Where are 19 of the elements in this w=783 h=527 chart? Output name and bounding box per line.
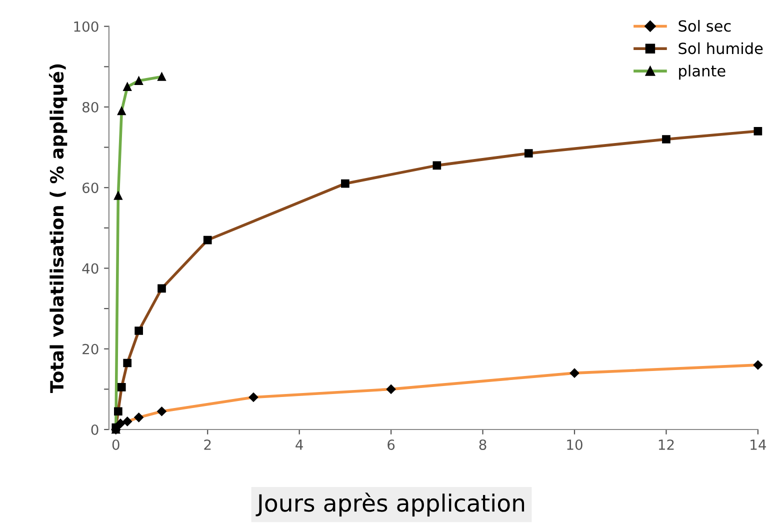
y-tick-label: 100 [74, 21, 98, 32]
legend-label: Sol sec [678, 20, 731, 32]
x-tick-label: 8 [479, 439, 486, 450]
x-tick-label: 12 [658, 439, 674, 450]
x-tick-label: 4 [296, 440, 303, 450]
x-tick-label: 10 [567, 439, 582, 450]
y-tick-label: 60 [82, 182, 98, 194]
y-tick-label: 0 [91, 424, 98, 435]
x-tick-label: 2 [204, 439, 211, 450]
y-axis-title: Total volatilisation ( % appliqué) [48, 64, 68, 393]
x-tick-label: 6 [388, 439, 395, 450]
x-tick-label: 14 [750, 440, 766, 450]
x-tick-label: 0 [112, 439, 120, 450]
y-tick-label: 80 [82, 102, 98, 112]
x-axis-title: Jours après application [256, 492, 524, 516]
legend-label: plante [679, 64, 726, 80]
y-tick-label: 40 [82, 263, 98, 274]
y-tick-label: 20 [82, 344, 98, 354]
legend-label: Sol humide [678, 42, 763, 54]
